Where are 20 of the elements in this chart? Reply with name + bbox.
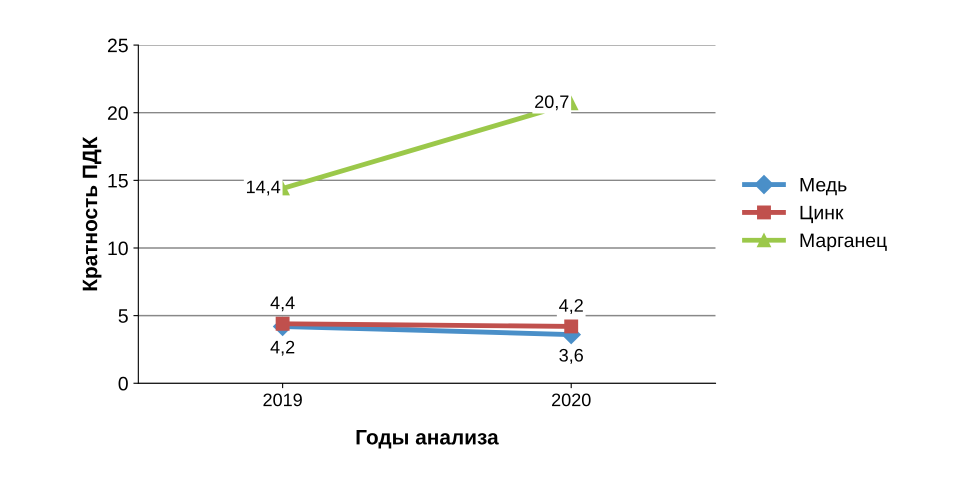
- legend-label: Цинк: [800, 206, 844, 224]
- x-tick-label: 2019: [263, 393, 302, 406]
- data-label: 4,2: [559, 299, 583, 314]
- x-tick-label: 2020: [552, 393, 591, 406]
- data-label: 14,4: [246, 180, 280, 196]
- y-tick-label: 5: [118, 309, 128, 323]
- data-label: 3,6: [559, 348, 583, 364]
- y-axis-title: Кратность ПДК: [82, 136, 102, 290]
- legend-label: Марганец: [800, 234, 887, 252]
- point: [564, 320, 578, 334]
- y-tick-label: 25: [108, 38, 128, 52]
- y-tick-label: 20: [108, 106, 128, 120]
- data-label: 20,7: [535, 95, 568, 110]
- y-tick-label: 15: [108, 174, 128, 188]
- y-tick-label: 0: [118, 376, 128, 390]
- data-label: 4,4: [270, 296, 295, 312]
- y-tick-label: 10: [108, 241, 128, 256]
- legend-label: Медь: [800, 178, 846, 196]
- x-axis-title: Годы анализа: [356, 430, 499, 449]
- data-label: 4,2: [270, 340, 294, 356]
